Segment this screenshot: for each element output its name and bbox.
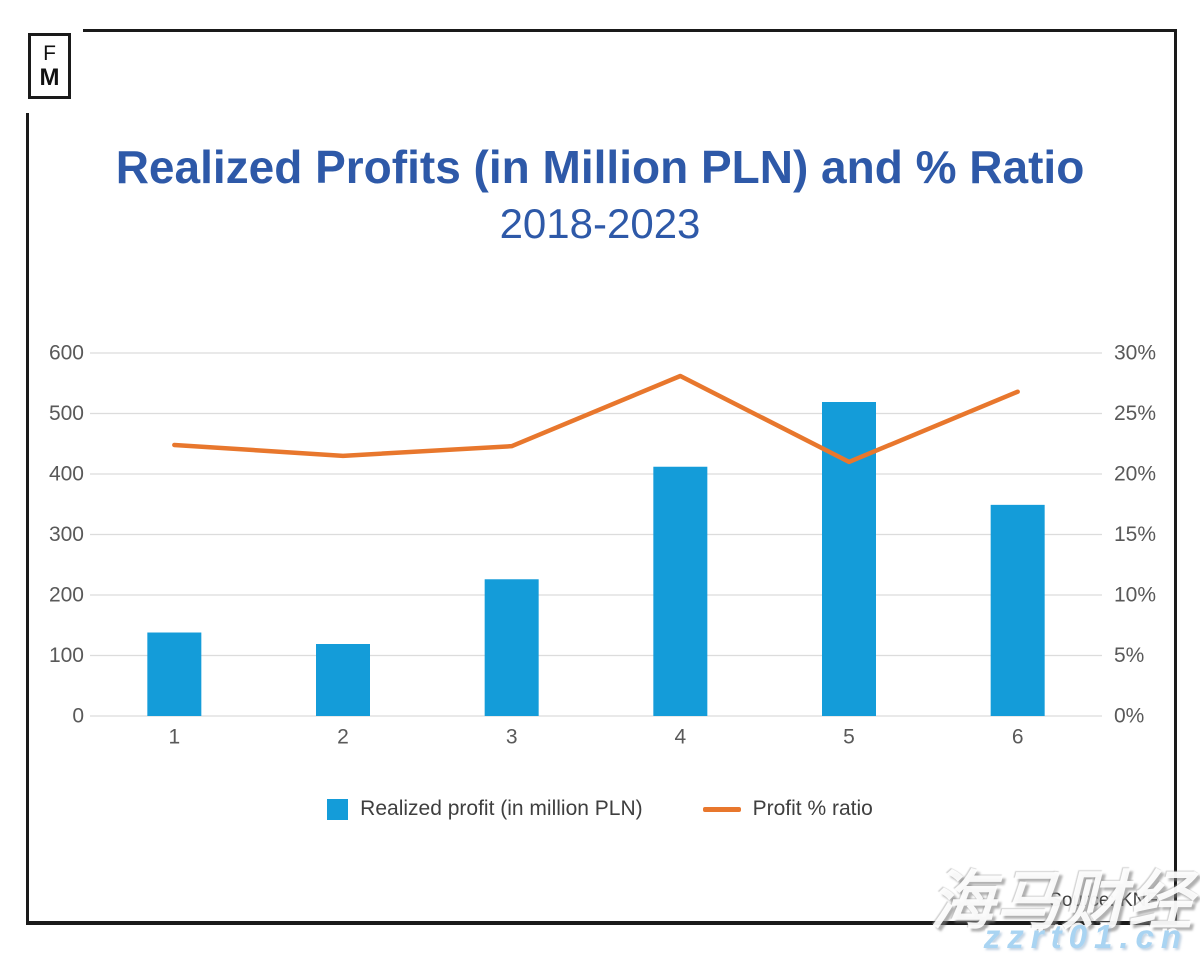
x-axis-tick-label: 4 (674, 726, 686, 749)
right-axis-tick-label: 10% (1114, 584, 1156, 607)
left-axis-tick-label: 0 (72, 705, 84, 728)
bar-series-label: Realized profit (in million PLN) (360, 797, 643, 820)
frame-border-top (83, 29, 1176, 32)
bar-series-swatch (327, 798, 349, 820)
profit-ratio-line (172, 373, 1020, 465)
x-axis-tick-label: 6 (1012, 726, 1024, 749)
right-axis-tick-label: 30% (1114, 342, 1156, 365)
fm-logo: F M (28, 33, 71, 99)
left-axis-tick-label: 400 (49, 463, 84, 486)
frame-border-left (26, 113, 29, 925)
x-axis-tick-label: 1 (168, 726, 180, 749)
chart-title: Realized Profits (in Million PLN) and % … (115, 141, 1085, 193)
line-series-label: Profit % ratio (752, 797, 873, 820)
chart-legend: Realized profit (in million PLN) Profit … (0, 797, 1200, 821)
left-axis-tick-labels: 0 100 200 300 400 500 600 (49, 342, 84, 728)
right-axis-tick-label: 20% (1114, 463, 1156, 486)
left-axis-tick-label: 500 (49, 402, 84, 425)
logo-letter-m: M (39, 63, 60, 91)
logo-letter-f: F (43, 41, 56, 65)
bar (316, 644, 370, 716)
watermark-chinese-text: 海马财经 (930, 865, 1194, 937)
bar (484, 579, 539, 716)
watermark-url-text: zzrt01.cn (983, 918, 1188, 955)
left-axis-tick-label: 300 (49, 523, 84, 546)
x-axis-tick-label: 5 (843, 726, 855, 749)
source-note: Source: KNF (1049, 890, 1158, 911)
x-axis-tick-label: 3 (506, 726, 518, 749)
frame-border-right (1174, 29, 1177, 925)
right-axis-tick-label: 5% (1114, 644, 1144, 667)
legend-item-line-series: Profit % ratio (702, 797, 873, 821)
left-axis-tick-label: 600 (49, 342, 84, 365)
gridlines (90, 352, 1102, 717)
line-series-swatch (702, 806, 741, 812)
bar-series (147, 402, 1045, 716)
bar (147, 632, 202, 716)
line-series (172, 373, 1020, 465)
left-axis-tick-label: 200 (49, 584, 84, 607)
right-axis-tick-labels: 0% 5% 10% 15% 20% 25% 30% (1114, 342, 1156, 728)
frame-border-bottom (27, 921, 1177, 925)
x-axis-tick-labels: 1 2 3 4 5 6 (168, 726, 1023, 749)
right-axis-tick-label: 25% (1114, 402, 1156, 425)
chart-subtitle: 2018-2023 (499, 200, 701, 247)
right-axis-tick-label: 0% (1114, 705, 1144, 728)
bar (822, 402, 876, 716)
bar (653, 466, 708, 716)
right-axis-tick-label: 15% (1114, 523, 1156, 546)
left-axis-tick-label: 100 (49, 644, 84, 667)
x-axis-tick-label: 2 (337, 726, 349, 749)
bar (990, 504, 1045, 716)
legend-item-bar-series: Realized profit (in million PLN) (327, 797, 643, 821)
